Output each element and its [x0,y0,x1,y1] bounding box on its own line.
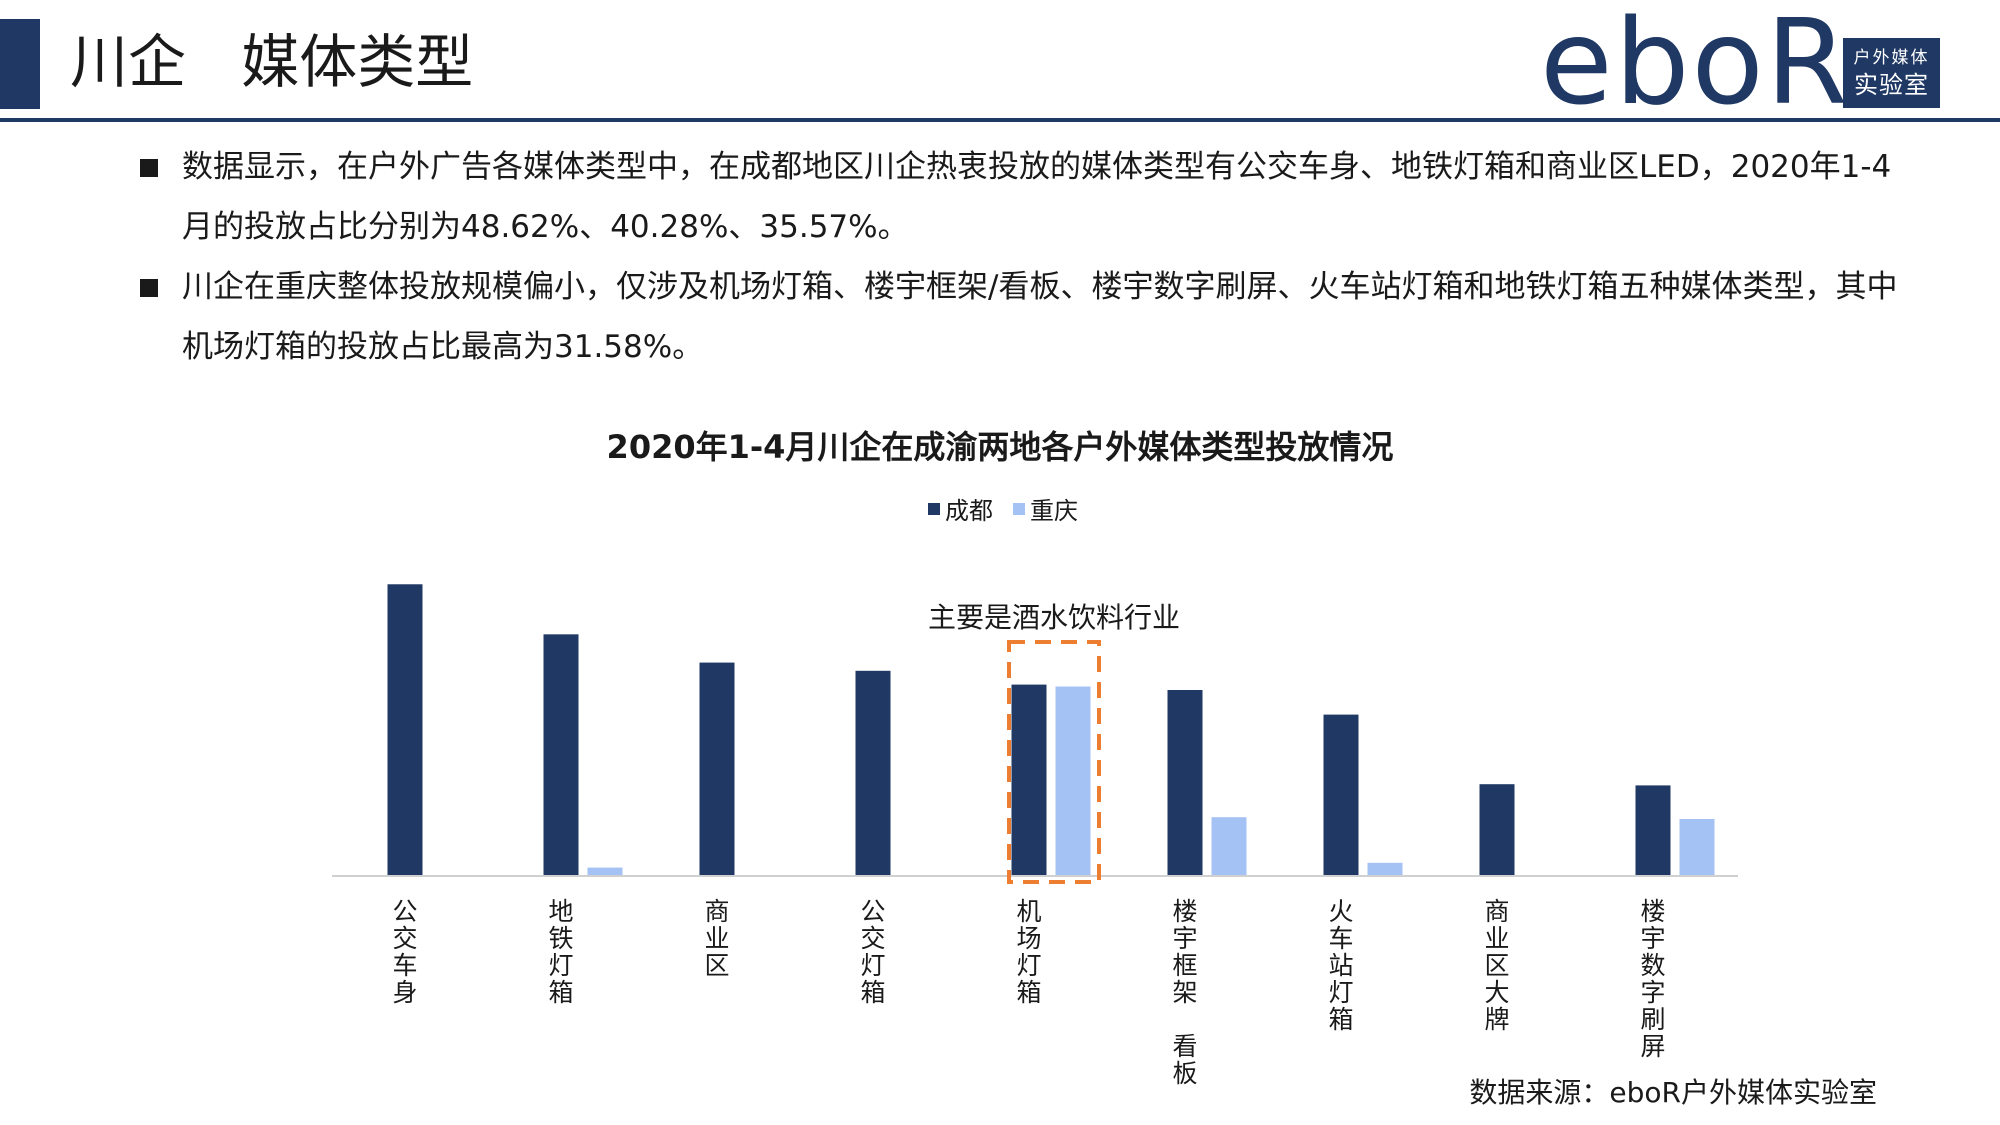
x-tick-label: 商业区大牌 [1484,897,1509,1034]
bar-chongqing [1211,817,1247,876]
legend-label: 成都 [945,497,993,525]
bullet-text: 数据显示，在户外广告各媒体类型中，在成都地区川企热衷投放的媒体类型有公交车身、地… [182,149,1892,245]
chart-title: 2020年1-4月川企在成渝两地各户外媒体类型投放情况 [607,428,1394,466]
bar-chongqing [1367,862,1403,876]
x-tick-label: 楼宇数字刷屏 [1640,897,1665,1061]
x-tick-label: 机场灯箱 [1016,897,1041,1007]
summary-bullets: 数据显示，在户外广告各媒体类型中，在成都地区川企热衷投放的媒体类型有公交车身、地… [140,137,1900,377]
annotation-label: 主要是酒水饮料行业 [928,601,1180,634]
bar-chengdu [1635,785,1671,876]
bar-chengdu [543,634,579,876]
bar-chengdu [387,584,423,876]
bar-chengdu [1011,684,1047,876]
chart-legend: 成都 重庆 [928,497,1078,525]
logo-badge: 户外媒体 实验室 [1843,38,1940,108]
header-accent-bar [0,19,40,109]
legend-swatch [928,503,940,515]
data-source: 数据来源：eboR户外媒体实验室 [1469,1076,1877,1109]
bar-chongqing [1055,686,1091,876]
annotation-dashed-box [1007,640,1101,884]
logo-badge-line1: 户外媒体 [1853,48,1930,68]
page-title: 川企 媒体类型 [70,28,474,96]
x-tick-label: 公交车身 [392,897,417,1007]
x-tick-label: 地铁灯箱 [548,897,573,1007]
legend-swatch [1013,503,1025,515]
logo-wordmark: eboR [1540,0,1850,131]
header-divider [0,118,2000,122]
x-tick-label: 楼宇框架 看板 [1172,897,1197,1088]
legend-label: 重庆 [1030,497,1078,525]
x-tick-label: 火车站灯箱 [1328,897,1353,1034]
bar-chengdu [1323,714,1359,876]
bar-chengdu [855,670,891,876]
x-tick-label: 商业区 [704,897,729,980]
chart-bars [387,584,1715,876]
chart-annotation: 主要是酒水饮料行业 [928,601,1180,884]
bar-chongqing [1679,819,1715,876]
bar-chengdu [699,662,735,876]
logo-badge-line2: 实验室 [1854,71,1929,99]
bullet-square-icon [140,159,158,177]
x-axis-labels: 公交车身 地铁灯箱 商业区 公交灯箱 机场灯箱 楼宇框架 看板 火车站灯箱 商业区大牌 楼宇数字… [392,897,1665,1088]
bullet-item: 川企在重庆整体投放规模偏小，仅涉及机场灯箱、楼宇框架/看板、楼宇数字刷屏、火车站… [140,257,1900,377]
x-tick-label: 公交灯箱 [860,897,885,1007]
bar-chengdu [1167,690,1203,876]
bullet-text: 川企在重庆整体投放规模偏小，仅涉及机场灯箱、楼宇框架/看板、楼宇数字刷屏、火车站… [182,269,1898,365]
bar-chongqing [587,867,623,876]
bar-chengdu [1479,784,1515,876]
bullet-square-icon [140,279,158,297]
bullet-item: 数据显示，在户外广告各媒体类型中，在成都地区川企热衷投放的媒体类型有公交车身、地… [140,137,1900,257]
